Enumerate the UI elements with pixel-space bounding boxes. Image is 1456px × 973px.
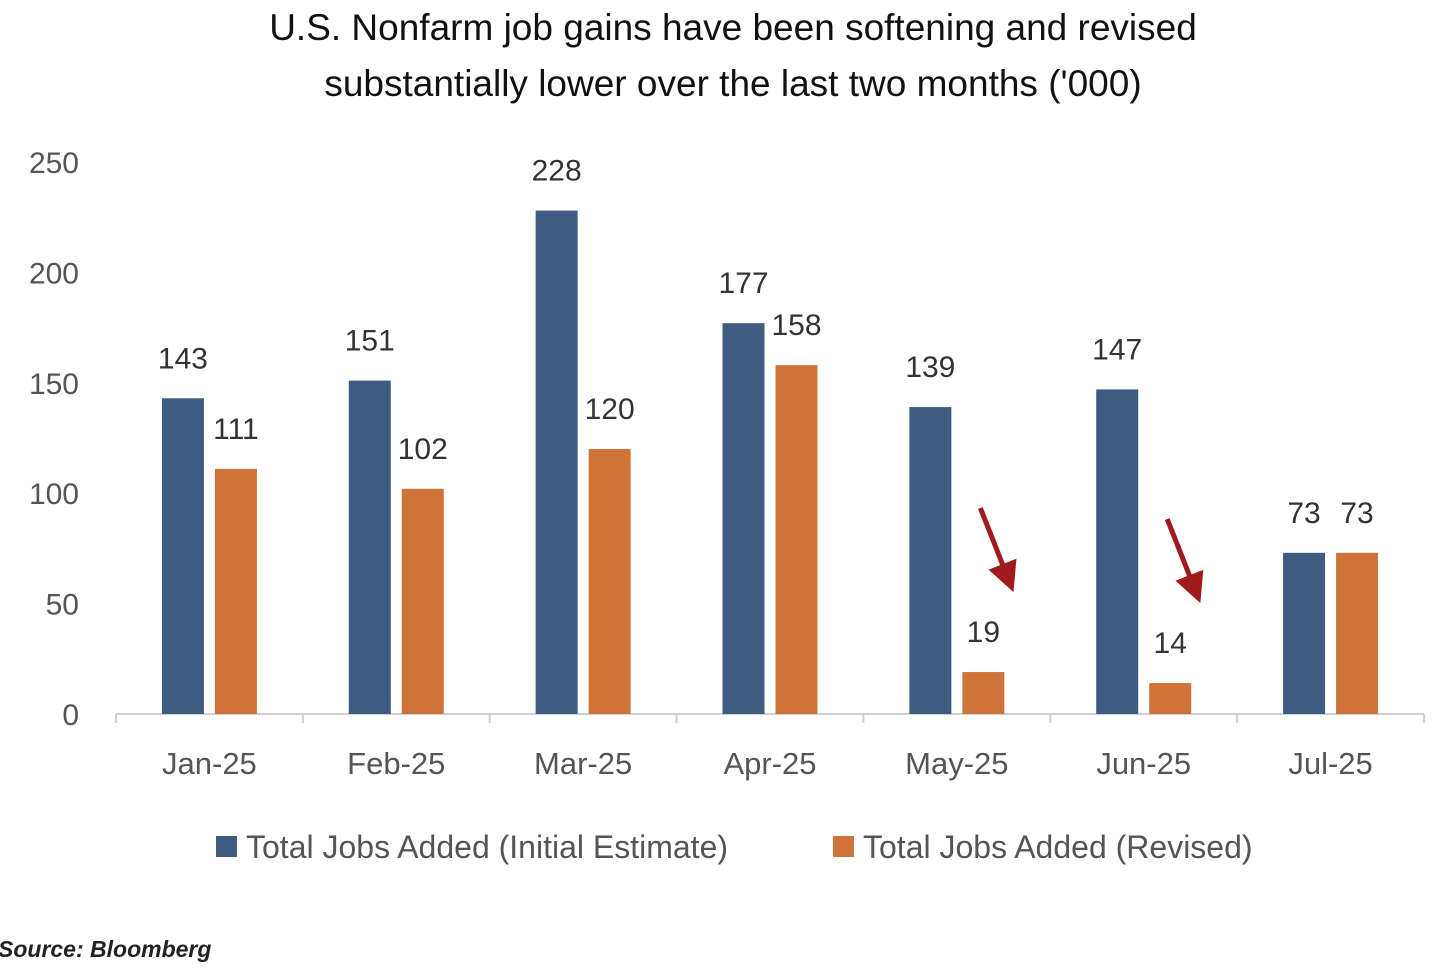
y-tick-label-50: 50	[46, 589, 79, 622]
y-axis: 0 50 100 150 200 250	[29, 147, 79, 732]
bar-revised-jul-25	[1336, 552, 1379, 714]
x-tick-label-jan-25: Jan-25	[162, 746, 257, 781]
annotation-arrows	[978, 507, 1204, 604]
x-tick-label-may-25: May-25	[905, 746, 1008, 781]
data-label-initial-may-25: 139	[905, 351, 955, 384]
x-tick-label-jun-25: Jun-25	[1096, 746, 1191, 781]
legend: Total Jobs Added (Initial Estimate) Total…	[216, 829, 1253, 865]
legend-swatch-initial	[216, 836, 237, 857]
x-tick-label-jul-25: Jul-25	[1288, 746, 1372, 781]
data-label-revised-may-25: 19	[967, 616, 1000, 649]
data-label-initial-apr-25: 177	[718, 267, 768, 300]
bar-revised-mar-25	[588, 449, 631, 714]
bar-revised-jan-25	[214, 468, 257, 714]
bar-revised-may-25	[962, 672, 1005, 714]
bar-initial-mar-25	[535, 210, 578, 715]
x-tick-label-apr-25: Apr-25	[723, 746, 816, 781]
bar-initial-jan-25	[161, 398, 204, 714]
y-tick-label-0: 0	[62, 699, 79, 732]
chart-title: U.S. Nonfarm job gains have been softeni…	[269, 7, 1197, 104]
legend-swatch-revised	[833, 836, 854, 857]
bar-revised-feb-25	[401, 488, 444, 714]
y-tick-label-100: 100	[29, 478, 79, 511]
x-tick-label-feb-25: Feb-25	[347, 746, 445, 781]
legend-label-revised: Total Jobs Added (Revised)	[863, 829, 1253, 865]
x-tick-label-mar-25: Mar-25	[534, 746, 632, 781]
data-label-revised-jan-25: 111	[213, 413, 259, 446]
data-label-revised-mar-25: 120	[585, 393, 635, 426]
bar-initial-apr-25	[722, 323, 765, 714]
bar-revised-apr-25	[775, 365, 818, 714]
bar-initial-jul-25	[1283, 552, 1326, 714]
y-tick-label-200: 200	[29, 257, 79, 290]
bar-initial-jun-25	[1096, 389, 1139, 714]
annotation-arrow-jun-25	[1164, 518, 1204, 604]
source-note: Source: Bloomberg	[0, 936, 211, 962]
data-label-revised-apr-25: 158	[771, 309, 821, 342]
data-label-initial-jun-25: 147	[1092, 333, 1142, 366]
legend-label-initial: Total Jobs Added (Initial Estimate)	[246, 829, 728, 865]
bar-revised-jun-25	[1149, 683, 1192, 714]
bar-initial-may-25	[909, 407, 952, 714]
data-label-revised-jul-25: 73	[1340, 497, 1373, 530]
data-label-revised-jun-25: 14	[1154, 627, 1187, 660]
y-tick-label-150: 150	[29, 368, 79, 401]
data-label-revised-feb-25: 102	[398, 433, 448, 466]
data-label-initial-jul-25: 73	[1287, 497, 1320, 530]
bars	[161, 210, 1379, 715]
x-axis: Jan-25 Feb-25 Mar-25 Apr-25 May-25 Jun-25 Jul-…	[115, 713, 1425, 781]
data-label-initial-mar-25: 228	[532, 155, 582, 188]
data-label-initial-feb-25: 151	[345, 325, 395, 358]
data-label-initial-jan-25: 143	[158, 342, 208, 375]
annotation-arrow-may-25	[978, 507, 1017, 593]
chart-title-line-2: substantially lower over the last two mo…	[324, 63, 1141, 104]
chart-title-line-1: U.S. Nonfarm job gains have been softeni…	[269, 7, 1197, 48]
y-tick-label-250: 250	[29, 147, 79, 180]
bar-initial-feb-25	[348, 380, 391, 714]
